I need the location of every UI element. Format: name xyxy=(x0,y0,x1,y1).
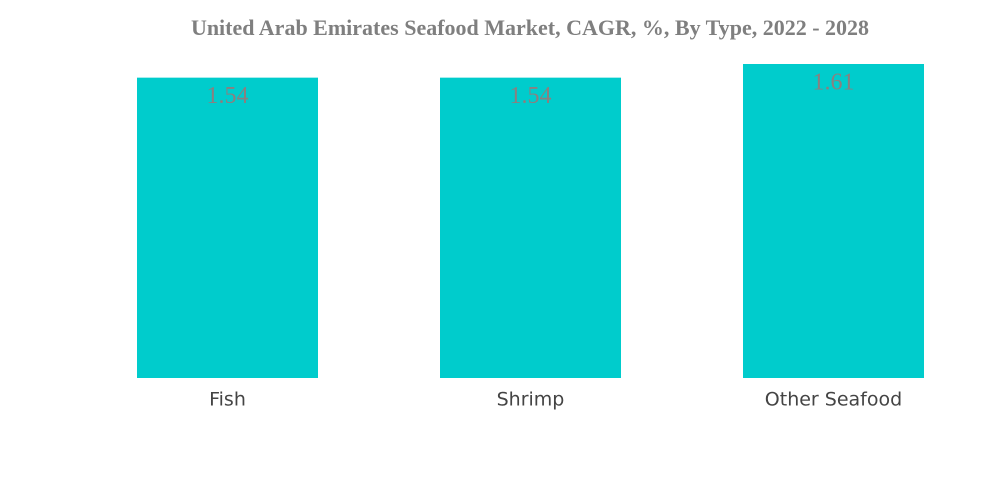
x-tick-label: Shrimp xyxy=(497,389,565,411)
x-tick-label: Other Seafood xyxy=(765,389,902,411)
x-tick-label: Fish xyxy=(209,389,246,411)
bar xyxy=(137,77,318,379)
data-label: 1.61 xyxy=(813,70,855,96)
data-label: 1.54 xyxy=(207,83,249,109)
data-label: 1.54 xyxy=(510,83,552,109)
bar xyxy=(743,64,924,378)
bar xyxy=(440,77,621,379)
chart-title: United Arab Emirates Seafood Market, CAG… xyxy=(191,15,869,40)
